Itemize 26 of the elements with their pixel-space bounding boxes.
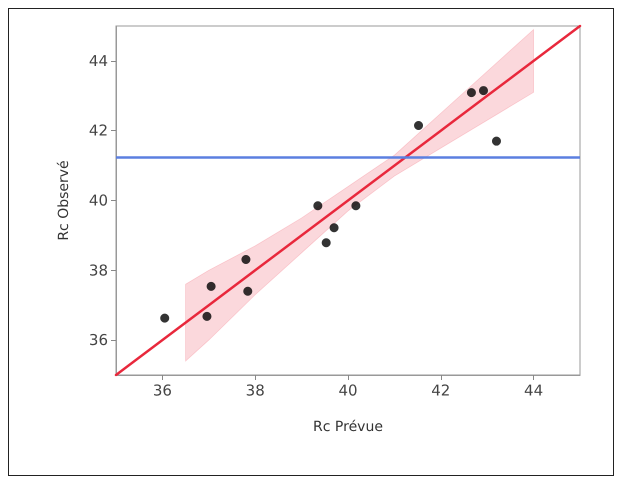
y-tick-label: 44 <box>88 52 108 70</box>
point <box>478 86 488 96</box>
point <box>241 254 250 264</box>
y-tick-label: 42 <box>88 122 108 140</box>
point <box>492 136 501 146</box>
y-tick-label: 38 <box>88 261 108 280</box>
point <box>202 312 212 321</box>
point <box>206 282 216 291</box>
y-tick-label: 40 <box>88 192 108 210</box>
point <box>414 120 424 130</box>
point <box>466 88 476 98</box>
point <box>351 201 360 210</box>
x-tick-label: 42 <box>431 382 450 400</box>
x-tick-label: 38 <box>246 382 265 400</box>
y-axis-title: Rc Observé <box>56 160 72 241</box>
point <box>243 286 252 296</box>
point <box>160 314 170 323</box>
x-tick-label: 36 <box>152 382 172 400</box>
x-tick-label: 40 <box>338 382 358 400</box>
point <box>330 223 339 232</box>
x-tick-label: 44 <box>524 382 544 400</box>
point <box>322 238 331 248</box>
point <box>313 201 322 210</box>
x-axis-title: Rc Prévue <box>313 419 383 435</box>
y-tick-label: 36 <box>88 331 108 350</box>
line-series <box>114 24 582 376</box>
